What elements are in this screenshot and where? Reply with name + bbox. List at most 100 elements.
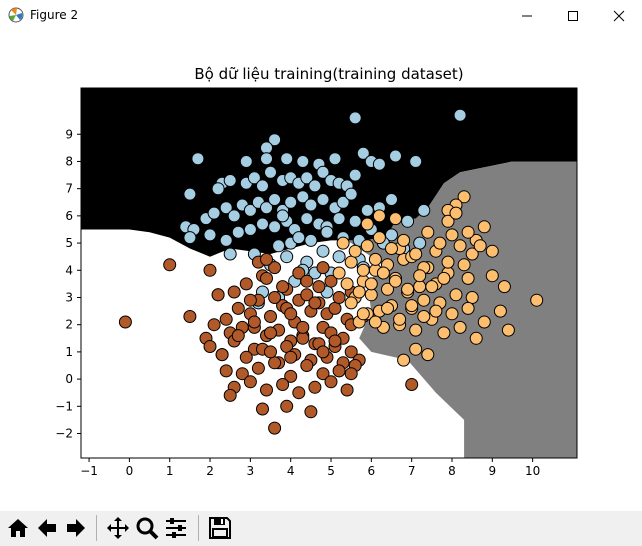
data-point-class-1 [280,399,294,413]
data-point-class-2 [413,280,427,294]
data-point-class-0 [304,233,318,247]
data-point-class-0 [203,228,217,242]
pan-icon [107,517,129,539]
data-point-class-1 [203,263,217,277]
data-point-class-2 [437,271,451,285]
maximize-icon [568,10,578,21]
data-point-class-0 [417,203,431,217]
minimize-button[interactable] [504,0,550,31]
data-point-class-2 [421,348,435,362]
data-point-class-0 [304,198,318,212]
data-point-class-1 [203,340,217,353]
data-point-class-1 [264,345,277,359]
x-tick-label: 3 [247,464,255,478]
data-point-class-0 [413,236,427,250]
x-tick-label: 0 [126,464,134,478]
data-point-class-2 [465,291,479,304]
data-point-class-2 [429,304,443,318]
x-tick-label: 4 [287,464,295,478]
data-point-class-1 [312,280,326,294]
data-point-class-2 [417,310,431,323]
data-point-class-2 [381,301,394,315]
data-point-class-0 [268,193,282,206]
data-point-class-0 [348,168,362,182]
toolbar-separator [198,515,199,541]
data-point-class-2 [457,190,471,204]
data-point-class-0 [280,250,294,264]
data-point-class-0 [276,209,290,223]
data-point-class-2 [485,244,499,258]
data-point-class-1 [264,310,277,323]
y-tick-label: 1 [65,345,73,359]
home-button[interactable] [4,514,32,542]
data-point-class-1 [183,310,197,323]
data-point-class-2 [437,326,451,340]
data-point-class-2 [372,231,386,245]
data-point-class-0 [211,182,225,196]
data-point-class-0 [256,179,269,193]
data-point-class-1 [207,318,221,332]
close-button[interactable] [596,0,642,31]
data-point-class-2 [344,296,358,310]
data-point-class-2 [413,269,427,283]
pan-button[interactable] [104,514,132,542]
close-icon [613,10,625,21]
data-point-class-0 [344,187,358,201]
data-point-class-2 [461,301,475,315]
data-point-class-1 [296,320,310,334]
data-point-class-0 [260,201,273,215]
data-point-class-1 [260,383,273,397]
data-point-class-2 [445,307,459,321]
data-point-class-1 [239,277,253,291]
data-point-class-2 [445,228,459,242]
y-tick-label: 4 [65,263,73,277]
data-point-class-2 [332,266,346,280]
y-tick-label: 7 [65,182,73,196]
save-button[interactable] [206,514,234,542]
data-point-class-0 [356,146,370,160]
data-point-class-1 [219,312,233,326]
data-point-class-2 [364,288,378,302]
data-point-class-2 [389,274,402,288]
chart-title: Bộ dữ liệu training(training dataset) [194,65,463,83]
back-button[interactable] [33,514,61,542]
data-point-class-2 [461,271,475,285]
data-point-class-0 [292,231,306,245]
data-point-class-2 [409,247,423,261]
x-tick-label: 7 [408,464,416,478]
configure-subplots-button[interactable] [162,514,190,542]
data-point-class-2 [356,263,370,277]
x-tick-label: 1 [166,464,174,478]
data-point-class-2 [501,323,515,337]
data-point-class-0 [272,239,286,253]
x-tick-label: 9 [488,464,496,478]
y-axis: −2 −1 0 1 2 3 4 5 6 7 8 9 [55,127,81,441]
data-point-class-1 [118,315,132,329]
data-point-class-0 [191,152,205,166]
data-point-class-0 [453,108,467,122]
data-point-class-2 [348,244,362,258]
data-point-class-2 [397,353,411,367]
data-point-class-1 [223,388,237,402]
y-tick-label: 6 [65,209,73,223]
data-point-class-2 [485,269,499,283]
data-point-class-1 [235,367,249,381]
forward-button[interactable] [62,514,90,542]
data-point-class-0 [308,179,322,193]
data-point-class-1 [211,288,225,302]
data-point-class-2 [497,280,511,294]
data-point-class-2 [344,255,358,269]
x-tick-label: 5 [327,464,335,478]
data-point-class-0 [385,228,398,242]
data-point-class-0 [300,212,314,226]
data-point-class-2 [360,239,374,253]
y-tick-label: 8 [65,154,73,168]
data-point-class-2 [376,266,390,280]
zoom-button[interactable] [133,514,161,542]
data-point-class-0 [260,152,273,166]
maximize-button[interactable] [550,0,596,31]
y-tick-label: 3 [65,290,73,304]
data-point-class-0 [360,203,374,217]
y-tick-label: −2 [55,427,73,441]
data-point-class-0 [332,250,346,264]
